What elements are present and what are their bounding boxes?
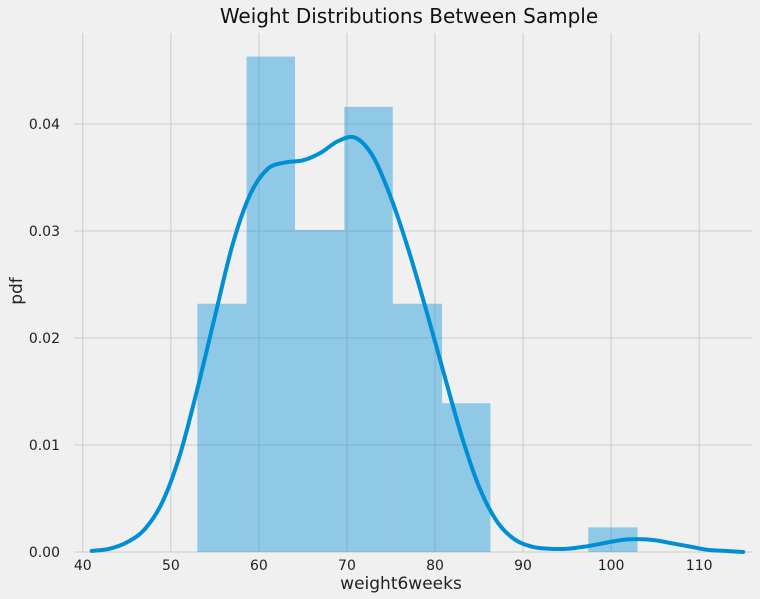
kde-curve xyxy=(89,134,746,554)
x-tick-label: 110 xyxy=(686,558,713,574)
y-tick-label: 0.04 xyxy=(29,117,60,133)
y-tick-label: 0.01 xyxy=(29,438,60,454)
x-tick-label: 50 xyxy=(162,558,180,574)
kde-curve-group xyxy=(89,134,746,554)
x-axis-title: weight6weeks xyxy=(340,574,462,594)
x-tick-label: 100 xyxy=(598,558,625,574)
histogram-bar xyxy=(295,229,345,552)
x-tick-label: 90 xyxy=(514,558,532,574)
y-tick-label: 0.03 xyxy=(29,224,60,240)
histogram-bar xyxy=(392,303,443,552)
histogram-bar xyxy=(246,56,296,552)
x-tick-label: 70 xyxy=(338,558,356,574)
histogram-bars xyxy=(197,56,638,553)
x-tick-label: 40 xyxy=(74,558,92,574)
x-tick-label: 80 xyxy=(426,558,444,574)
tick-labels: 40 50 60 70 80 90 100 110 0.00 0.01 0.02 0.03 0.04 xyxy=(29,117,713,574)
x-tick-label: 60 xyxy=(250,558,268,574)
y-tick-label: 0.00 xyxy=(29,545,60,561)
histogram-bar xyxy=(442,403,491,552)
histogram-bar xyxy=(344,106,393,553)
y-tick-label: 0.02 xyxy=(29,331,60,347)
y-axis-title: pdf xyxy=(7,276,27,305)
histogram-bar xyxy=(197,303,247,552)
chart-title: Weight Distributions Between Sample xyxy=(220,4,598,28)
grid xyxy=(74,33,752,553)
